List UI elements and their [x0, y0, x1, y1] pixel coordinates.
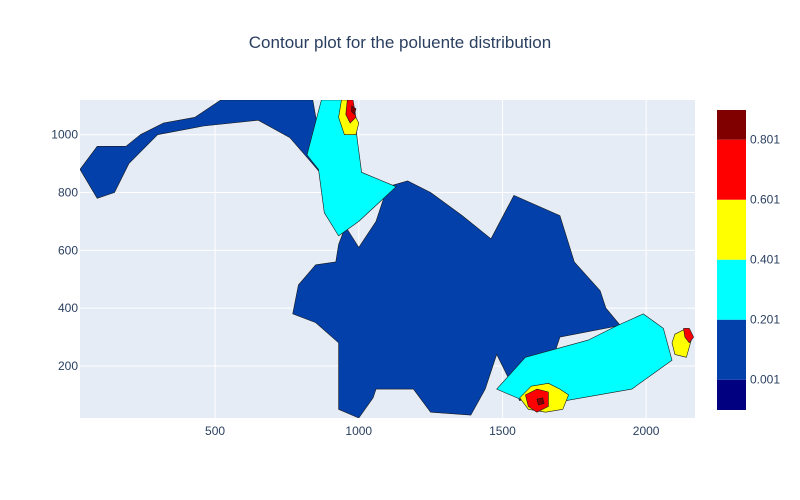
y-tick-label: 1000	[51, 128, 78, 142]
colorbar-tick-label: 0.401	[750, 253, 780, 267]
y-tick-label: 600	[58, 243, 78, 257]
x-axis: 500 1000 1500 2000	[205, 424, 660, 438]
colorbar-segment	[717, 319, 746, 380]
x-tick-label: 1000	[345, 424, 372, 438]
contour-region	[351, 105, 357, 115]
contour-region	[536, 397, 545, 406]
contour-region	[683, 328, 694, 344]
contour-region	[525, 388, 549, 413]
contour-region	[345, 100, 357, 124]
chart-title: Contour plot for the poluente distributi…	[248, 33, 552, 52]
y-tick-label: 200	[58, 359, 78, 373]
colorbar-segment	[717, 259, 746, 320]
colorbar-segment	[717, 199, 746, 260]
colorbar-segment	[717, 139, 746, 200]
colorbar-segment	[717, 110, 746, 140]
y-tick-label: 800	[58, 186, 78, 200]
colorbar-segment	[717, 379, 746, 410]
y-axis: 200 400 600 800 1000	[51, 128, 78, 373]
colorbar-tick-label: 0.001	[750, 373, 780, 387]
x-tick-label: 1500	[489, 424, 516, 438]
x-tick-label: 500	[205, 424, 225, 438]
colorbar-tick-label: 0.601	[750, 193, 780, 207]
x-tick-label: 2000	[633, 424, 660, 438]
y-tick-label: 400	[58, 301, 78, 315]
colorbar: 0.001 0.201 0.401 0.601 0.801	[717, 110, 780, 410]
colorbar-tick-label: 0.801	[750, 133, 780, 147]
contour-layer	[80, 100, 694, 418]
colorbar-tick-label: 0.201	[750, 313, 780, 327]
